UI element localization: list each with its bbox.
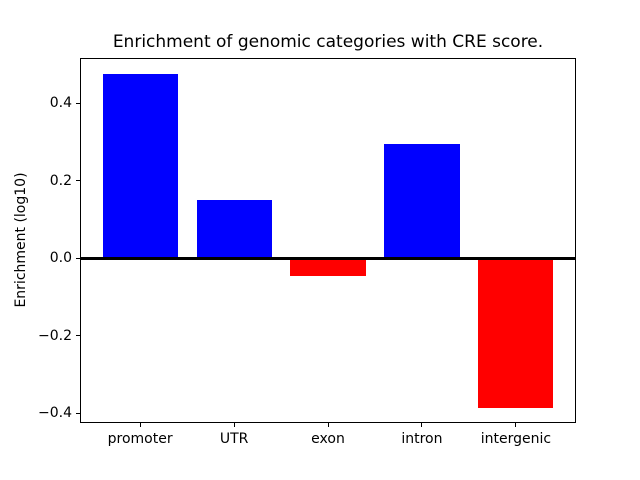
y-tick-label--0.4: −0.4 [38, 405, 72, 422]
y-tick-label--0.2: −0.2 [38, 327, 72, 344]
bar-promoter [102, 74, 178, 259]
y-tick-label-0.2: 0.2 [49, 172, 72, 189]
y-tick-mark [76, 412, 80, 414]
chart-title: Enrichment of genomic categories with CR… [112, 32, 544, 52]
y-axis-label: Enrichment (log10) [13, 172, 29, 308]
y-tick-mark [76, 180, 80, 182]
y-tick-label-0.4: 0.4 [49, 95, 72, 112]
bar-intergenic [478, 258, 554, 409]
bar-exon [290, 258, 366, 277]
x-tick-mark [327, 423, 329, 427]
x-tick-label-exon: exon [311, 431, 345, 447]
x-tick-mark [139, 423, 141, 427]
y-tick-mark [76, 102, 80, 104]
bar-intron [384, 144, 460, 259]
y-tick-mark [76, 257, 80, 259]
x-tick-label-intron: intron [401, 431, 443, 447]
zero-line [80, 256, 576, 260]
x-tick-mark [515, 423, 517, 427]
bar-UTR [196, 199, 272, 259]
x-tick-label-promoter: promoter [107, 431, 173, 447]
y-tick-label-0: 0.0 [49, 250, 72, 267]
x-tick-label-UTR: UTR [219, 431, 249, 447]
x-tick-label-intergenic: intergenic [480, 431, 552, 447]
y-tick-mark [76, 335, 80, 337]
x-tick-mark [421, 423, 423, 427]
x-tick-mark [233, 423, 235, 427]
